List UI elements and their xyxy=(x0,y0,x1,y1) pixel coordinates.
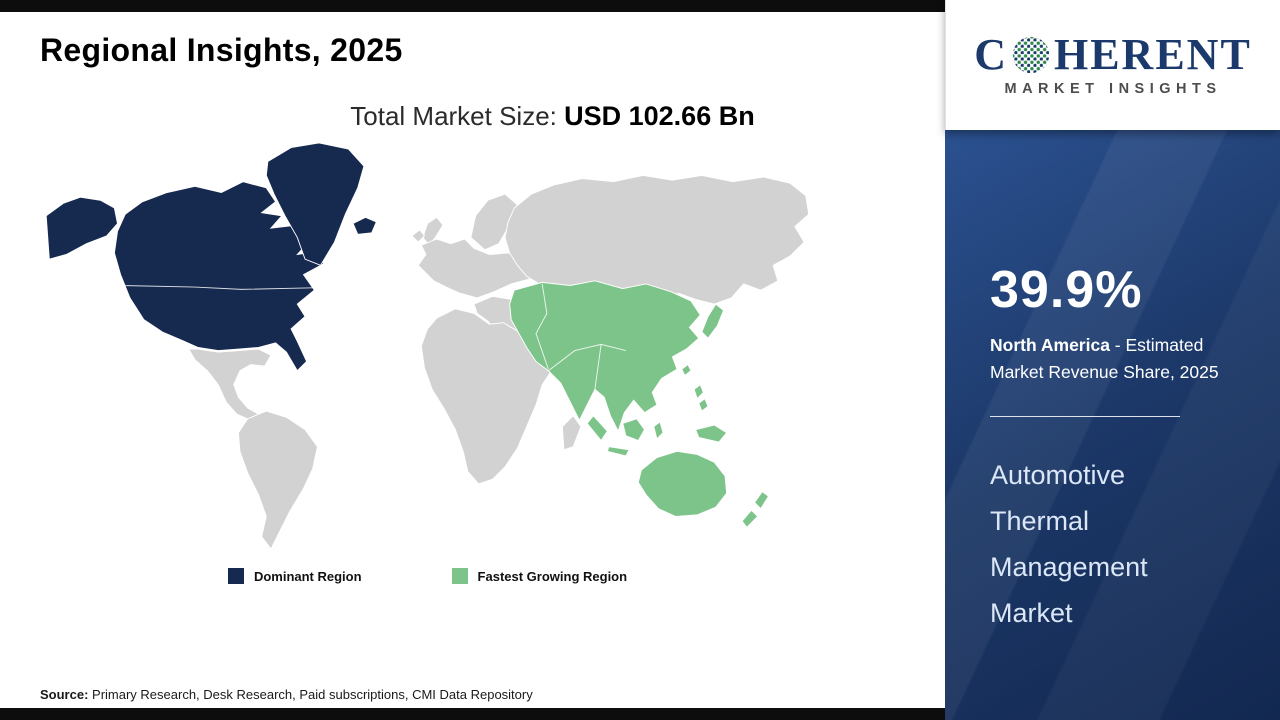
map-region-ireland xyxy=(411,229,426,243)
asia-border-line-3 xyxy=(594,344,602,390)
asia-border-line-1 xyxy=(535,283,549,370)
asia-border-line-2 xyxy=(548,343,627,372)
page-title: Regional Insights, 2025 xyxy=(40,32,403,68)
map-region-asia-pacific xyxy=(509,280,701,433)
brand-wordmark: C HERENT xyxy=(974,33,1252,77)
map-legend: Dominant Region Fastest Growing Region xyxy=(40,568,815,584)
map-region-alaska xyxy=(45,196,119,260)
brand-subtitle: MARKET INSIGHTS xyxy=(1004,81,1222,97)
source-row: Source: Primary Research, Desk Research,… xyxy=(40,687,945,702)
total-market-size-label: Total Market Size: xyxy=(350,101,565,131)
main-content: Regional Insights, 2025 Total Market Siz… xyxy=(0,0,945,720)
brand-logo: C HERENT MARKET INSIGHTS xyxy=(945,0,1280,130)
map-region-sumatra xyxy=(586,414,608,442)
map-region-new-zealand-north xyxy=(753,490,770,510)
map-region-australia xyxy=(637,450,728,517)
map-region-south-america xyxy=(237,410,318,550)
source-label: Source: xyxy=(40,687,89,702)
brand-letters-rest: HERENT xyxy=(1053,30,1252,79)
map-region-philippines-south xyxy=(698,397,709,412)
map-region-java xyxy=(606,446,630,457)
market-share-region: North America xyxy=(990,335,1110,355)
map-region-japan xyxy=(701,303,725,339)
market-name: Automotive Thermal Management Market xyxy=(990,460,1148,628)
panel-divider xyxy=(990,416,1180,418)
world-map xyxy=(40,138,815,562)
map-region-mexico-central-america xyxy=(187,348,272,421)
map-region-new-zealand-south xyxy=(741,509,759,529)
map-region-philippines xyxy=(693,383,704,400)
total-market-size: Total Market Size: USD 102.66 Bn xyxy=(0,101,945,132)
total-market-size-value: USD 102.66 Bn xyxy=(564,101,755,131)
map-region-taiwan xyxy=(681,363,692,377)
sidebar: C HERENT MARKET INSIGHTS 39.9% North Ame xyxy=(945,0,1280,720)
stats-panel: 39.9% North America - Estimated Market R… xyxy=(945,130,1280,720)
market-share-rest: - Estimated Market Revenue Share, 2025 xyxy=(990,335,1219,383)
legend-item-dominant: Dominant Region xyxy=(227,568,362,584)
world-map-svg xyxy=(45,142,810,550)
legend-item-growing: Fastest Growing Region xyxy=(451,568,628,584)
fastest-growing-label: Fastest Growing Region xyxy=(477,568,628,584)
fastest-growing-swatch xyxy=(451,568,468,584)
map-region-madagascar xyxy=(561,414,582,451)
brand-letter-c: C xyxy=(974,30,1008,79)
map-region-new-guinea xyxy=(695,424,728,443)
map-region-sulawesi xyxy=(653,421,664,440)
globe-icon xyxy=(1012,36,1050,74)
dominant-region-label: Dominant Region xyxy=(253,568,362,584)
map-region-greenland xyxy=(265,142,365,266)
map-region-canada-usa xyxy=(113,181,325,372)
source-text: Primary Research, Desk Research, Paid su… xyxy=(88,687,533,702)
map-region-iceland xyxy=(352,216,377,235)
dominant-region-swatch xyxy=(227,568,244,584)
market-share-value: 39.9% xyxy=(990,261,1143,319)
us-canada-border-line xyxy=(120,285,313,290)
top-black-bar xyxy=(0,0,945,12)
map-region-borneo xyxy=(622,418,646,442)
market-share-description: North America - Estimated Market Revenue… xyxy=(990,332,1235,386)
bottom-black-bar xyxy=(0,708,945,720)
